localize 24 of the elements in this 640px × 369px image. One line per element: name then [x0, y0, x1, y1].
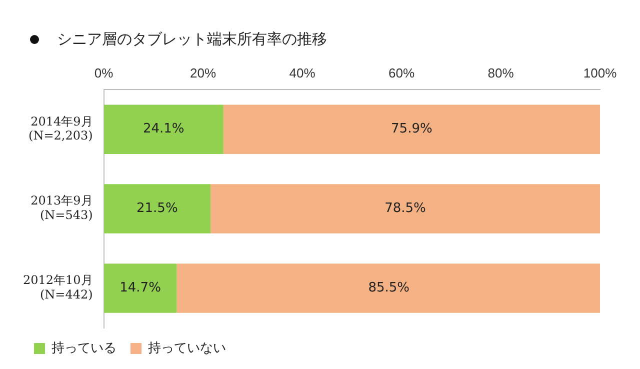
data-label: 75.9%	[391, 122, 432, 137]
data-label: 24.1%	[142, 122, 184, 137]
bar	[104, 184, 210, 234]
y-tick-label: 2014年9月 (N=2,203)	[28, 114, 93, 143]
x-tick-label: 40%	[289, 65, 316, 80]
bar	[176, 264, 600, 313]
legend-label: 持っている	[52, 340, 116, 356]
x-tick-label: 0%	[94, 65, 114, 80]
data-label: 85.5%	[368, 280, 410, 296]
bar	[104, 264, 177, 313]
chart-title: シニア層のタブレット端末所有率の推移	[57, 30, 327, 48]
x-tick-label: 100%	[583, 65, 618, 80]
data-label: 21.5%	[136, 201, 178, 216]
bar	[104, 104, 224, 154]
x-tick-label: 60%	[388, 65, 415, 80]
x-tick-label: 20%	[190, 65, 216, 80]
bar	[223, 104, 600, 154]
bar	[210, 184, 600, 234]
y-tick-label: 2012年10月 (N=442)	[22, 273, 93, 302]
y-tick-label: 2013年9月 (N=543)	[30, 194, 93, 222]
x-tick-label: 80%	[488, 65, 514, 80]
legend-label: 持っていない	[148, 340, 226, 356]
data-label: 14.7%	[120, 280, 161, 296]
data-label: 78.5%	[384, 201, 426, 216]
